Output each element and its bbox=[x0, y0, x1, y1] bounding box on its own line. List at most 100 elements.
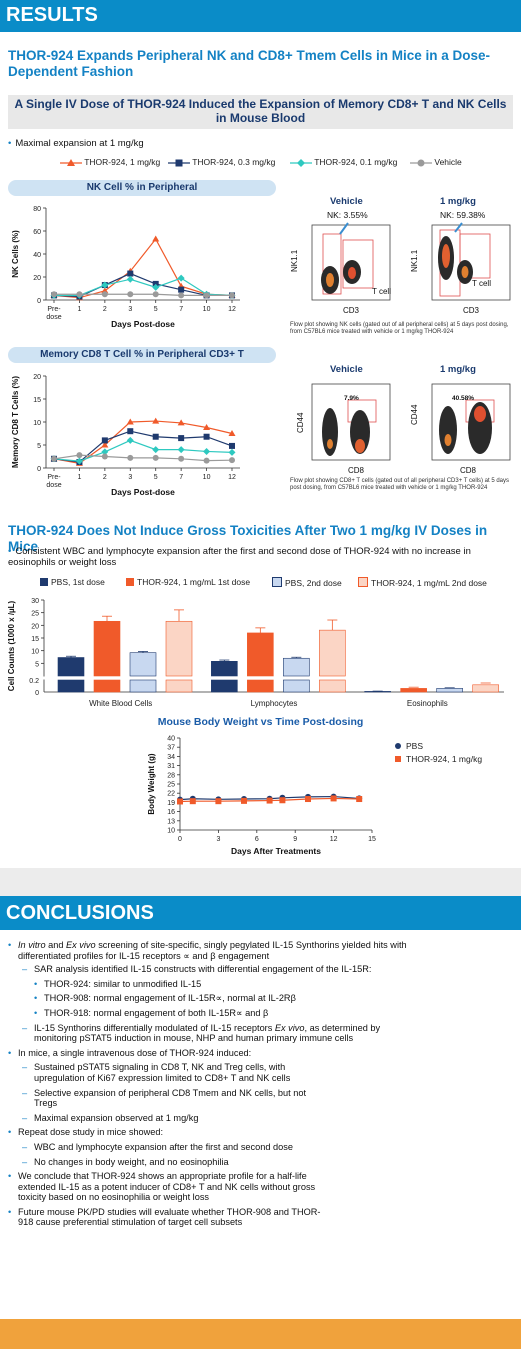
diamond-marker-icon bbox=[290, 158, 312, 167]
data-point-1-0 bbox=[177, 798, 183, 805]
data-point-3-3 bbox=[127, 291, 134, 298]
bar-1-1 bbox=[247, 632, 274, 677]
bar-legend-pbs2-label: PBS, 2nd dose bbox=[285, 578, 342, 588]
y-tick-label: 25 bbox=[167, 782, 175, 789]
x-tick-label: 10 bbox=[203, 474, 211, 481]
data-point-2-1 bbox=[75, 457, 83, 465]
bar-base-0-1 bbox=[93, 679, 121, 693]
bar-0-2 bbox=[129, 652, 157, 677]
x-tick-label: 1 bbox=[77, 306, 81, 313]
data-point-1-3 bbox=[241, 797, 247, 804]
bar-legend-thor2: THOR-924, 1 mg/mL 2nd dose bbox=[358, 577, 487, 588]
y-tick-label: 5 bbox=[35, 661, 39, 668]
legend-item-vehicle: Vehicle bbox=[410, 157, 462, 168]
legend-label-03mg: THOR-924, 0.3 mg/kg bbox=[192, 157, 276, 167]
y-tick-label: 5 bbox=[37, 443, 41, 450]
data-point-2-6 bbox=[203, 447, 211, 455]
triangle-marker-icon bbox=[60, 158, 82, 166]
square-marker-icon bbox=[168, 159, 190, 167]
legend-item-03mg: THOR-924, 0.3 mg/kg bbox=[168, 157, 275, 168]
bullet-max-expansion-text: Maximal expansion at 1 mg/kg bbox=[15, 138, 144, 149]
x-tick-label: 2 bbox=[103, 306, 107, 313]
x-tick-label: 5 bbox=[154, 306, 158, 313]
swatch-icon bbox=[272, 577, 282, 587]
conclusions-header: CONCLUSIONS bbox=[0, 896, 521, 930]
conclusion-1a: SAR analysis identified IL-15 constructs… bbox=[6, 964, 511, 975]
bar-1-0 bbox=[211, 661, 238, 677]
bar-legend-pbs1-label: PBS, 1st dose bbox=[51, 577, 105, 587]
bar-legend-pbs2: PBS, 2nd dose bbox=[272, 577, 342, 588]
bullet-dot: • bbox=[8, 546, 12, 557]
data-point-1-2 bbox=[101, 437, 108, 444]
data-point-2-2 bbox=[101, 448, 109, 456]
data-point-1-8 bbox=[356, 796, 363, 803]
x-tick-label: 15 bbox=[368, 836, 376, 843]
conclusion-1a1: THOR-924: similar to unmodified IL-15 bbox=[6, 979, 511, 990]
data-point-3-0 bbox=[51, 291, 57, 298]
y-tick-label: 40 bbox=[167, 736, 175, 743]
y-tick-label: 25 bbox=[31, 611, 39, 618]
x-tick-label: 3 bbox=[128, 474, 132, 481]
bar-0-1 bbox=[93, 620, 121, 677]
data-point-1-5 bbox=[178, 435, 185, 442]
bar-base-1-1 bbox=[247, 679, 274, 693]
series-line-2 bbox=[53, 439, 233, 462]
bar-1-2 bbox=[283, 657, 310, 677]
legend-label-01mg: THOR-924, 0.1 mg/kg bbox=[314, 157, 398, 167]
conclusion-1-em1: In vitro bbox=[18, 940, 46, 950]
data-point-1-7 bbox=[330, 795, 337, 802]
data-point-0-2 bbox=[101, 287, 109, 294]
y-tick-label: 20 bbox=[33, 275, 41, 282]
data-point-1-2 bbox=[215, 798, 222, 805]
bar-1-3 bbox=[319, 629, 346, 677]
legend-marker-1 bbox=[395, 756, 401, 762]
data-point-2-3 bbox=[126, 275, 134, 283]
conclusion-1-rest: screening of site-specific, singly pegyl… bbox=[18, 940, 407, 961]
data-point-3-5 bbox=[178, 292, 185, 299]
data-point-3-3 bbox=[127, 454, 134, 461]
flow-cd8-vehicle-label: Vehicle bbox=[330, 364, 363, 375]
x-axis-title: Days Post-dose bbox=[111, 487, 175, 497]
conclusion-2b: Selective expansion of peripheral CD8 Tm… bbox=[6, 1088, 324, 1109]
conclusion-5: Future mouse PK/PD studies will evaluate… bbox=[6, 1207, 328, 1228]
x-tick-label: 7 bbox=[179, 306, 183, 313]
x-category-label: Eosinophils bbox=[407, 699, 448, 708]
y-tick-label: 0 bbox=[37, 466, 41, 473]
x-axis-title: Days Post-dose bbox=[111, 319, 175, 329]
flow-nk-vehicle-label: Vehicle bbox=[330, 196, 363, 207]
y-axis-title: Body Weight (g) bbox=[147, 753, 156, 815]
flow-plot-dose-nk bbox=[431, 222, 511, 301]
x-tick-label: 12 bbox=[330, 836, 338, 843]
y-tick-label: 60 bbox=[33, 229, 41, 236]
y-tick-label: 15 bbox=[33, 397, 41, 404]
x-tick-label: 12 bbox=[228, 474, 236, 481]
flow-cd8-y-axis-vehicle: CD44 bbox=[296, 412, 305, 433]
data-point-3-7 bbox=[229, 292, 235, 299]
conclusion-2c: Maximal expansion observed at 1 mg/kg bbox=[6, 1113, 511, 1124]
data-point-0-3 bbox=[126, 418, 134, 425]
body-weight-title: Mouse Body Weight vs Time Post-dosing bbox=[157, 716, 364, 728]
x-tick-label: 6 bbox=[255, 836, 259, 843]
flow-cd8-vehicle-pct: 7.9% bbox=[344, 395, 359, 402]
bar-legend-pbs1: PBS, 1st dose bbox=[40, 577, 105, 587]
cd8-panel-title: Memory CD8 T Cell % in Peripheral CD3+ T bbox=[8, 347, 276, 363]
bar-base-0-0 bbox=[57, 679, 85, 693]
data-point-3-6 bbox=[203, 457, 210, 464]
bar-2-1 bbox=[400, 688, 427, 693]
y-tick-label: 34 bbox=[167, 754, 175, 761]
cell-counts-chart: 5 10 15 20 25 30 0.2 0 Cell Counts (1000 x /µL) W… bbox=[7, 598, 504, 708]
y-tick-label: 15 bbox=[31, 636, 39, 643]
conclusion-1b-post: , as determined by monitoring pSTAT5 ind… bbox=[34, 1022, 381, 1044]
conclusion-1a2: THOR-908: normal engagement of IL-15R∝, … bbox=[6, 993, 511, 1004]
flow-nk-dose-value: NK: 59.38% bbox=[440, 210, 486, 220]
y-tick-label: 10 bbox=[167, 828, 175, 835]
data-point-1-3 bbox=[127, 428, 134, 435]
data-point-0-5 bbox=[177, 419, 185, 426]
series-line-3 bbox=[54, 293, 232, 297]
data-point-2-5 bbox=[177, 446, 185, 454]
x-tick-label: 2 bbox=[103, 474, 107, 481]
bullet-dot: • bbox=[8, 138, 12, 149]
y-tick-label: 40 bbox=[33, 252, 41, 259]
bar-2-3 bbox=[472, 684, 499, 693]
